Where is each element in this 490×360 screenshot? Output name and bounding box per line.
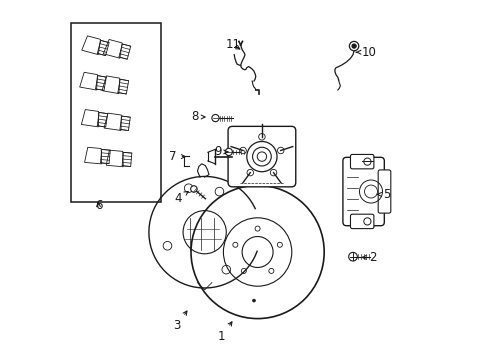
- Text: 11: 11: [225, 39, 241, 51]
- Circle shape: [259, 134, 265, 140]
- Text: 3: 3: [173, 311, 187, 332]
- Text: 6: 6: [95, 199, 102, 212]
- FancyBboxPatch shape: [350, 214, 374, 229]
- Polygon shape: [81, 109, 98, 127]
- Text: 5: 5: [377, 188, 391, 201]
- Text: 10: 10: [356, 46, 377, 59]
- Circle shape: [349, 41, 359, 51]
- Bar: [72, 23, 161, 202]
- Circle shape: [191, 186, 197, 192]
- Polygon shape: [85, 147, 101, 164]
- Text: 7: 7: [169, 150, 185, 163]
- Circle shape: [225, 148, 232, 156]
- FancyBboxPatch shape: [228, 126, 296, 187]
- Polygon shape: [104, 113, 122, 130]
- Text: 9: 9: [214, 145, 228, 158]
- FancyBboxPatch shape: [350, 154, 374, 169]
- Polygon shape: [106, 150, 123, 167]
- Circle shape: [277, 147, 284, 154]
- Text: 4: 4: [174, 192, 188, 204]
- Circle shape: [252, 299, 255, 302]
- Circle shape: [240, 147, 246, 154]
- Circle shape: [212, 114, 219, 122]
- Circle shape: [270, 169, 277, 176]
- Circle shape: [247, 169, 253, 176]
- FancyBboxPatch shape: [378, 170, 391, 213]
- Circle shape: [191, 185, 324, 319]
- Circle shape: [247, 141, 277, 172]
- Text: 1: 1: [218, 322, 232, 343]
- Polygon shape: [103, 40, 122, 58]
- Polygon shape: [82, 36, 100, 55]
- Circle shape: [349, 252, 357, 261]
- FancyBboxPatch shape: [343, 157, 384, 226]
- Polygon shape: [80, 72, 98, 90]
- Text: 8: 8: [191, 111, 205, 123]
- Text: 2: 2: [362, 251, 376, 264]
- Polygon shape: [102, 76, 120, 94]
- Circle shape: [352, 44, 356, 48]
